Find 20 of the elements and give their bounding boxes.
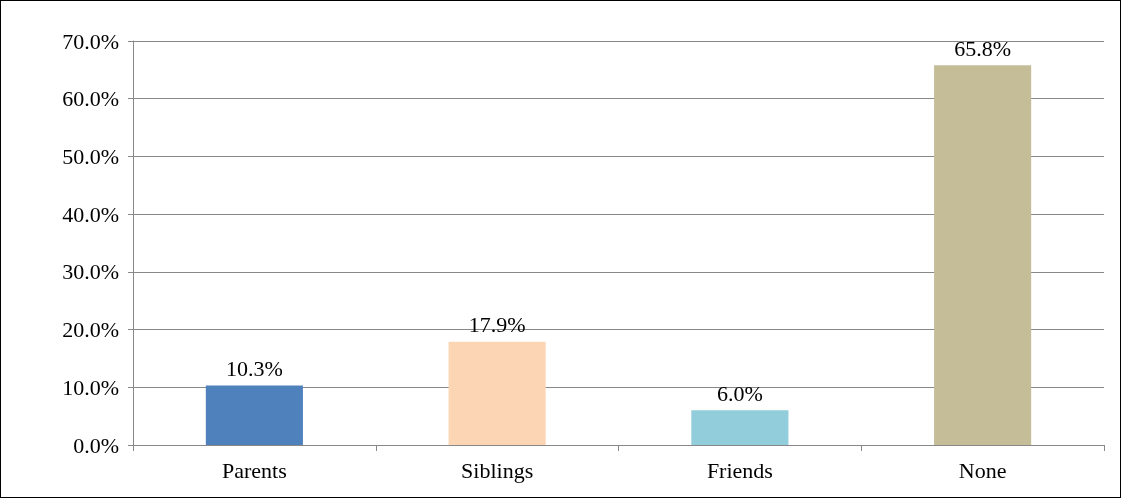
bar [205, 385, 303, 445]
data-label: 65.8% [954, 35, 1012, 61]
x-tick-label: None [958, 457, 1007, 483]
data-label: 10.3% [225, 356, 283, 382]
x-tick-label: Siblings [461, 457, 534, 483]
x-tick-label: Parents [221, 457, 287, 483]
y-tick-label: 50.0% [62, 143, 119, 169]
bar [448, 341, 546, 445]
y-tick-label: 30.0% [62, 259, 119, 285]
bar [691, 410, 789, 445]
y-tick-label: 0.0% [73, 432, 119, 458]
x-tick-label: Friends [706, 457, 773, 483]
bar [934, 65, 1032, 445]
y-tick-label: 40.0% [62, 201, 119, 227]
y-tick-label: 70.0% [62, 28, 119, 54]
y-tick-label: 60.0% [62, 86, 119, 112]
y-tick-label: 20.0% [62, 317, 119, 343]
data-label: 6.0% [716, 380, 763, 406]
data-label: 17.9% [468, 312, 526, 338]
y-tick-label: 10.0% [62, 374, 119, 400]
